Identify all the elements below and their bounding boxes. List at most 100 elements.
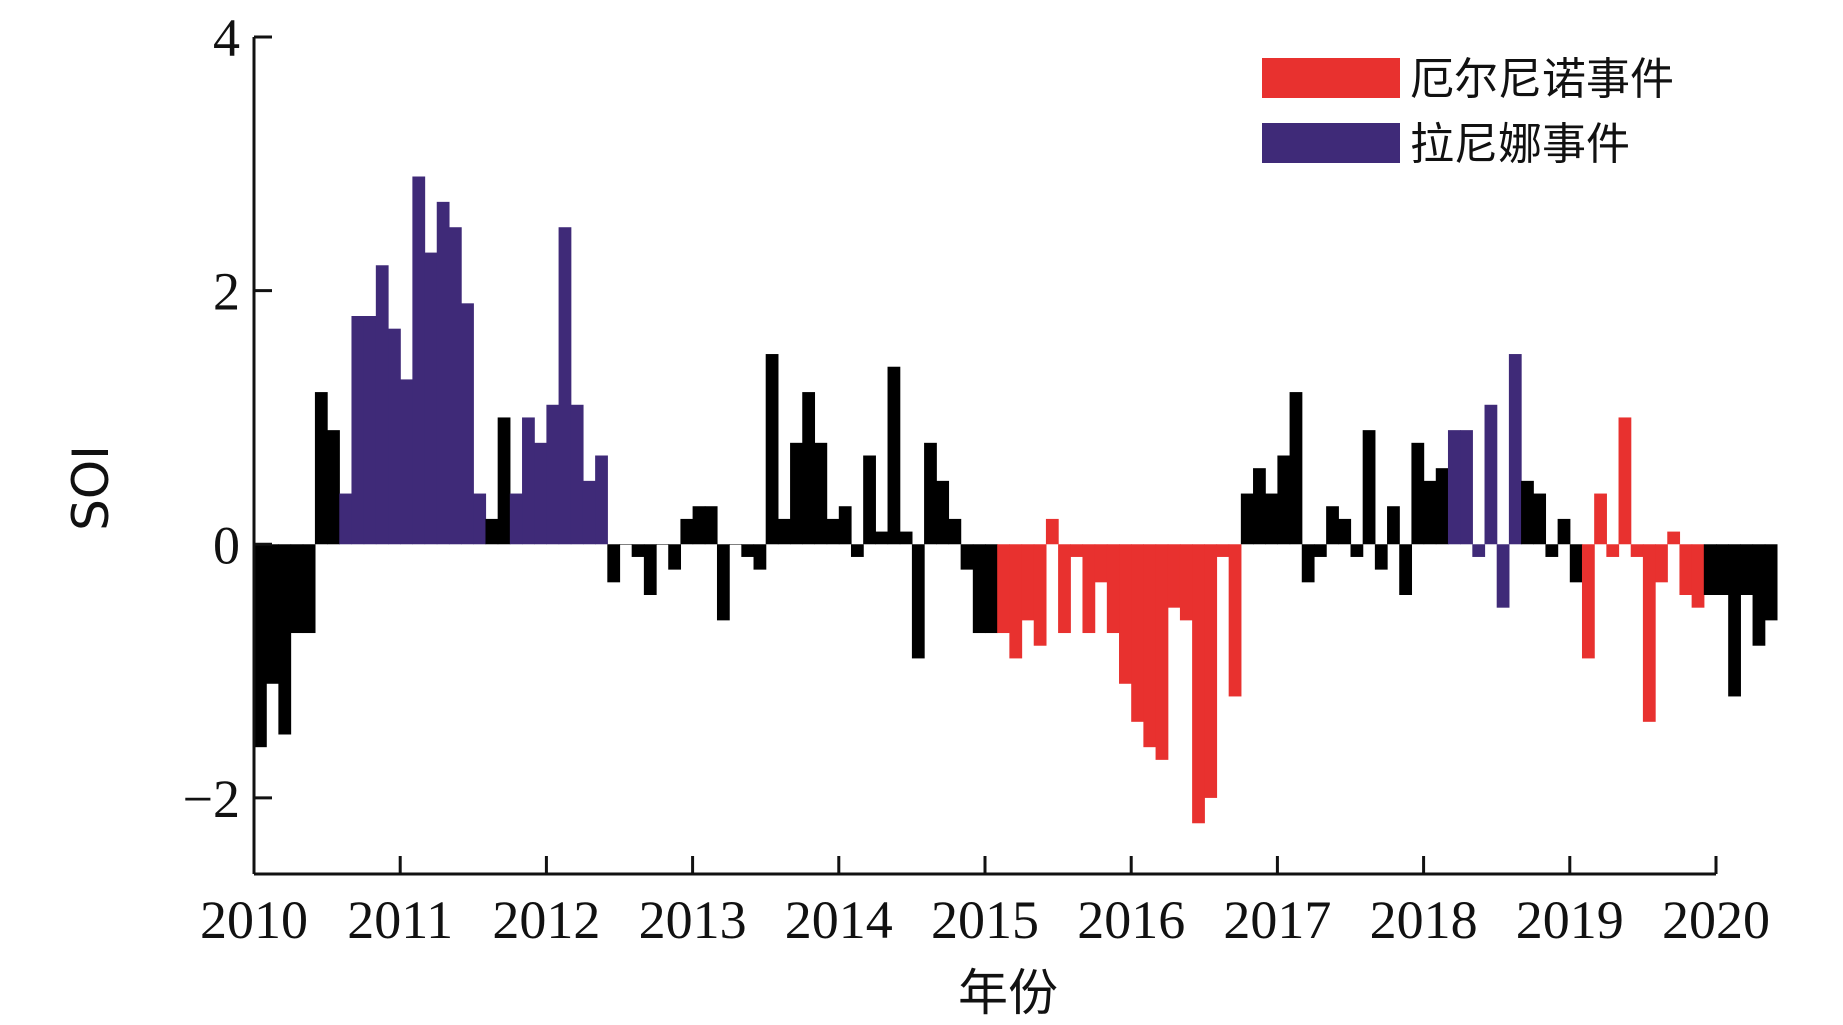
bar-month-17 [448,227,462,545]
bar-month-98 [1435,468,1449,545]
bar-month-102 [1484,404,1498,545]
bar-month-96 [1411,442,1425,545]
bar-month-109 [1569,544,1583,583]
bar-month-23 [522,417,535,545]
bar-month-11 [375,265,389,545]
bar-month-9 [351,316,365,545]
bar-month-63 [1009,544,1023,659]
bar-month-21 [497,417,511,545]
bar-month-73 [1131,544,1144,722]
bar-month-37 [692,506,706,545]
y-tick-label: 0 [213,515,240,575]
bar-month-121 [1716,544,1729,595]
bar-month-77 [1179,544,1193,621]
bar-month-6 [314,392,328,545]
bar-month-104 [1508,354,1522,545]
bar-month-125 [1764,544,1778,621]
bar-month-47 [814,442,828,545]
bar-month-103 [1496,544,1510,608]
legend-label-el-nino: 厄尔尼诺事件 [1410,54,1674,105]
bar-month-45 [790,442,803,545]
bar-month-124 [1752,544,1766,646]
bar-month-29 [595,455,608,545]
bar-month-100 [1460,430,1473,545]
bar-month-84 [1265,493,1278,545]
bar-month-91 [1350,544,1364,557]
bar-month-56 [924,442,937,545]
bar-month-5 [302,544,316,634]
x-axis-label: 年份 [958,964,1058,1022]
bar-month-22 [509,493,523,545]
bar-month-61 [985,544,998,634]
bar-month-16 [436,201,450,545]
bar-month-28 [582,480,596,545]
bar-month-75 [1155,544,1169,760]
bar-month-120 [1703,544,1717,595]
bar-month-122 [1728,544,1741,697]
bar-month-40 [729,544,742,545]
bar-month-19 [473,493,487,545]
bar-month-60 [972,544,986,634]
bar-month-89 [1326,506,1339,545]
bar-month-116 [1655,544,1668,583]
bar-month-111 [1594,493,1607,545]
bar-month-2 [266,544,279,684]
bar-month-83 [1253,468,1266,545]
bar-month-1 [254,544,267,748]
bar-month-108 [1557,518,1571,545]
bar-month-86 [1289,392,1303,545]
bar-month-64 [1021,544,1035,621]
bar-month-117 [1667,531,1681,545]
bar-month-59 [960,544,974,570]
bar-month-41 [741,544,755,557]
bar-month-105 [1521,480,1534,545]
bar-month-69 [1082,544,1096,634]
bar-month-67 [1058,544,1071,634]
y-axis-label: SOI [62,445,120,531]
legend: 厄尔尼诺事件 拉尼娜事件 [1262,54,1674,170]
bar-month-27 [570,404,584,545]
bar-month-20 [485,518,499,545]
bar-month-68 [1070,544,1084,557]
bar-month-92 [1362,430,1376,545]
x-tick-label: 2013 [639,890,747,950]
bar-month-42 [753,544,767,570]
bar-month-87 [1301,544,1315,583]
bar-month-32 [631,544,645,557]
bar-month-76 [1167,544,1181,608]
bar-month-101 [1472,544,1486,557]
bar-month-65 [1033,544,1047,646]
bar-month-39 [716,544,730,621]
y-tick-label: −2 [183,769,240,829]
y-tick-label: 4 [213,8,240,68]
x-tick-label: 2015 [931,890,1039,950]
bar-month-93 [1374,544,1388,570]
bars-group [254,176,1778,824]
legend-label-la-nina: 拉尼娜事件 [1410,119,1630,170]
legend-swatch-el-nino [1262,58,1400,98]
bar-month-3 [278,544,292,735]
bar-month-80 [1216,544,1230,557]
y-tick-label: 2 [213,262,240,322]
bar-month-94 [1387,506,1400,545]
bar-month-99 [1447,430,1461,545]
bar-month-12 [388,328,401,545]
x-tick-label: 2012 [492,890,600,950]
x-tick-label: 2011 [347,890,453,950]
bar-month-113 [1618,417,1632,545]
bar-month-15 [424,252,438,545]
x-tick-label: 2010 [200,890,308,950]
bar-month-79 [1204,544,1218,798]
bar-month-71 [1106,544,1120,634]
x-tick-label: 2019 [1516,890,1624,950]
x-tick-label: 2017 [1223,890,1331,950]
bar-month-13 [400,379,413,545]
bar-month-74 [1143,544,1157,748]
bar-month-54 [899,531,913,545]
bar-month-115 [1642,544,1656,722]
bar-month-95 [1399,544,1413,595]
bar-month-81 [1228,544,1242,697]
bar-month-88 [1313,544,1327,557]
bar-month-18 [461,303,474,545]
bar-month-119 [1691,544,1705,608]
